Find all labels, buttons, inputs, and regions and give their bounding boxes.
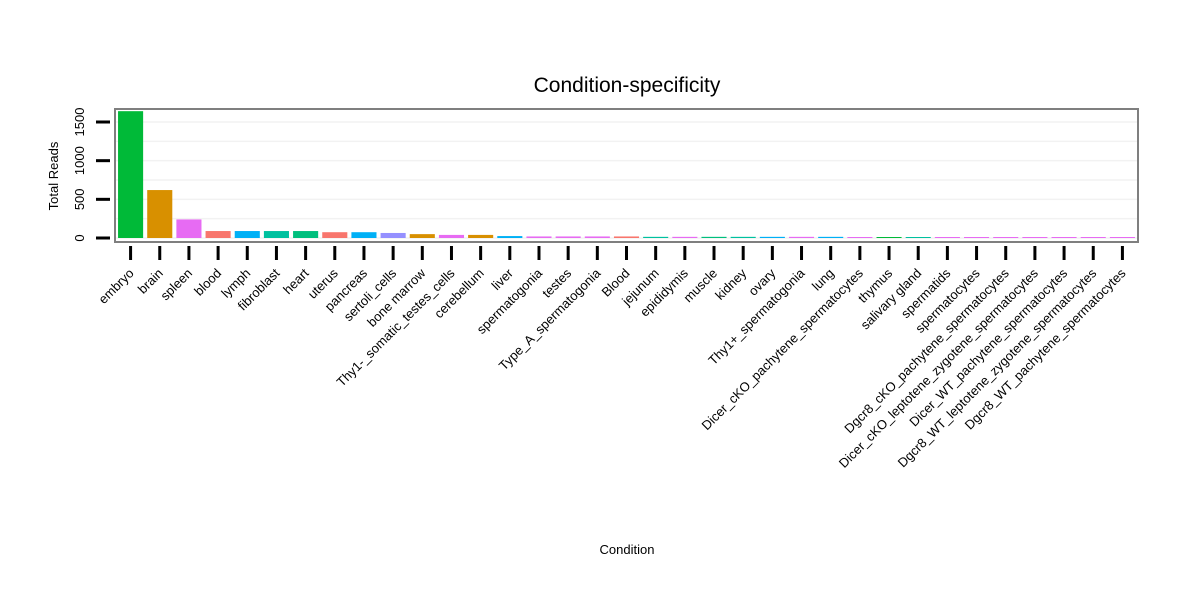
bar — [176, 219, 202, 238]
bar — [1051, 237, 1077, 238]
bar — [964, 237, 990, 238]
bar — [1080, 237, 1106, 238]
bar — [322, 232, 348, 238]
x-tick-label: blood — [191, 266, 224, 299]
bar — [993, 237, 1019, 238]
bar — [1022, 237, 1048, 238]
bar — [380, 232, 406, 238]
y-tick-label: 0 — [72, 234, 87, 241]
y-tick-label: 1000 — [72, 146, 87, 175]
x-axis-label: Condition — [600, 542, 655, 557]
plot-frame — [114, 108, 1139, 243]
bar — [818, 236, 844, 238]
gridlines — [115, 121, 1138, 239]
bar — [701, 236, 727, 238]
bar — [672, 236, 698, 238]
bar — [118, 111, 144, 238]
bar — [759, 236, 785, 238]
x-tick-label: kidney — [712, 265, 750, 303]
bar — [263, 231, 289, 238]
bar — [905, 237, 931, 238]
bar — [584, 236, 610, 238]
y-tick-label: 500 — [72, 188, 87, 210]
bar — [526, 236, 552, 238]
bar — [847, 237, 873, 238]
bar — [234, 231, 260, 238]
y-axis-label: Total Reads — [46, 141, 61, 210]
bar — [1109, 237, 1135, 238]
x-axis: embryobrainspleenbloodlymphfibroblasthea… — [95, 246, 1129, 471]
bar — [468, 234, 494, 238]
bar — [555, 236, 581, 238]
bar — [730, 236, 756, 238]
bar — [438, 234, 465, 238]
bars — [118, 111, 1135, 238]
bar — [205, 231, 231, 238]
bar — [409, 234, 435, 238]
bar — [934, 237, 960, 238]
y-tick-label: 1500 — [72, 108, 87, 137]
x-tick-label: embryo — [95, 266, 136, 307]
bar — [351, 232, 377, 238]
bar — [293, 231, 319, 238]
chart-title: Condition-specificity — [534, 74, 721, 97]
bar — [613, 236, 640, 238]
x-tick-label: spleen — [157, 266, 195, 304]
y-axis: 0 500 1000 1500 — [72, 108, 110, 242]
bar — [497, 236, 523, 238]
bar — [643, 236, 669, 238]
bar — [147, 190, 173, 238]
bar — [876, 237, 902, 238]
x-tick-label: muscle — [680, 266, 720, 306]
bar — [788, 236, 815, 238]
